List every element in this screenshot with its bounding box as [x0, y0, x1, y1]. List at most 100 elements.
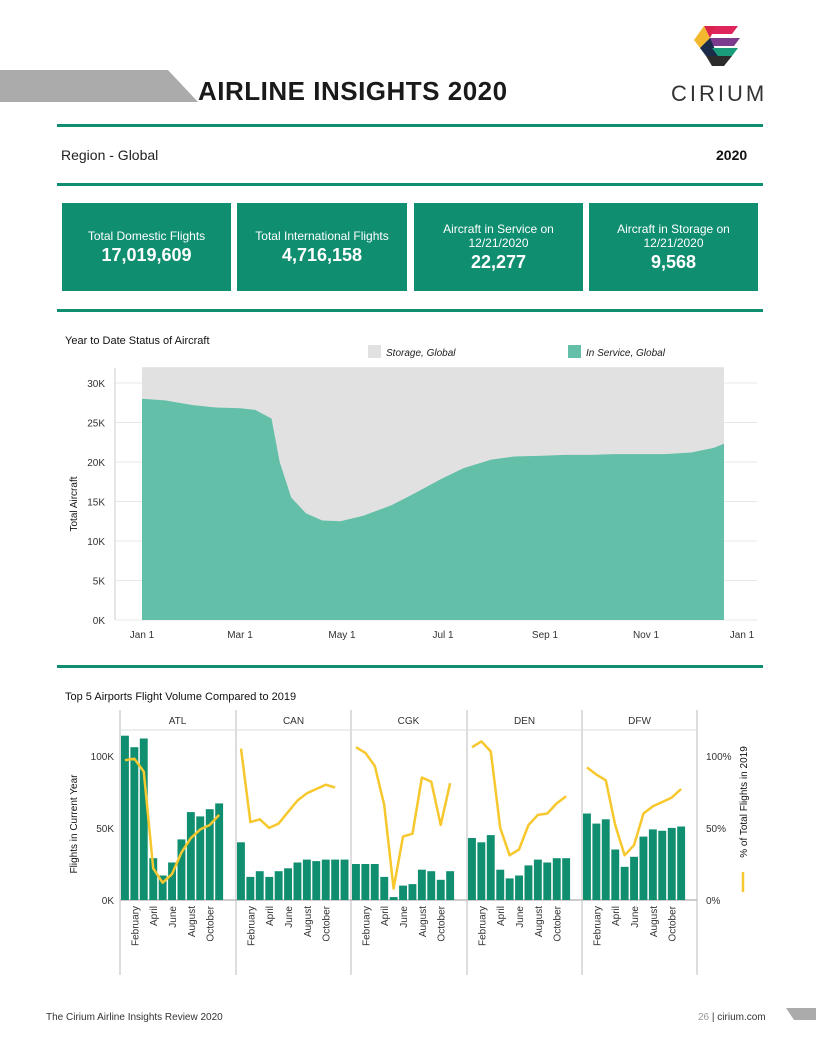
bar: [486, 835, 495, 900]
bar: [149, 858, 158, 900]
bar: [321, 859, 330, 900]
brand-name: CIRIUM: [671, 81, 768, 106]
y-tick-label: 10K: [87, 537, 105, 548]
bar: [352, 864, 360, 900]
pct-line: [239, 748, 336, 830]
bar: [446, 871, 455, 900]
pct-line: [471, 740, 567, 857]
x-tick-label: August: [187, 906, 198, 937]
bar: [331, 859, 340, 900]
y2-tick-label: 50%: [706, 824, 726, 835]
x-tick-label: April: [611, 906, 622, 926]
pct-line: [124, 757, 221, 884]
kpi-value: 22,277: [470, 251, 527, 272]
x-tick-label: February: [477, 906, 488, 946]
footer-title: The Cirium Airline Insights Review 2020: [46, 1012, 223, 1023]
x-tick-label: August: [534, 906, 545, 937]
bar: [515, 875, 523, 900]
bar: [312, 861, 321, 900]
bar: [168, 862, 176, 900]
y-axis-label: Flights in Current Year: [69, 774, 80, 874]
footer-separator: |: [711, 1012, 718, 1023]
bar: [196, 816, 205, 900]
airports-flight-volume-chart: Top 5 Airports Flight Volume Compared to…: [65, 691, 750, 975]
page-number: 26: [698, 1012, 710, 1023]
x-tick-label: October: [437, 905, 448, 941]
panel-header: DEN: [514, 716, 535, 727]
kpi-aircraft-in-storage: Aircraft in Storage on 12/21/2020 9,568: [589, 203, 758, 291]
bar: [284, 868, 292, 900]
x-tick-label: June: [168, 906, 179, 928]
bar: [592, 823, 601, 900]
bar: [562, 858, 571, 900]
bar: [543, 862, 552, 900]
x-tick-label: October: [206, 905, 217, 941]
bar: [370, 864, 379, 900]
y2-tick-label: 100%: [706, 752, 732, 763]
x-tick-label: October: [322, 905, 333, 941]
kpi-international-flights: Total International Flights 4,716,158: [237, 203, 407, 291]
footer-gray-tab: [786, 1008, 816, 1020]
panel-header: CAN: [283, 716, 304, 727]
bar: [340, 859, 349, 900]
kpi-value: 17,019,609: [101, 244, 192, 265]
bar: [667, 827, 676, 900]
y-tick-label: 100K: [91, 752, 115, 763]
panel-header: DFW: [628, 716, 651, 727]
bar: [496, 869, 505, 900]
bar: [677, 826, 686, 900]
legend-swatch-storage: [368, 345, 381, 358]
kpi-domestic-flights: Total Domestic Flights 17,019,609: [62, 203, 231, 291]
y2-axis-label: % of Total Flights in 2019: [739, 746, 750, 858]
bar: [552, 858, 561, 900]
x-tick-label: February: [246, 906, 257, 946]
bar: [177, 839, 186, 900]
bar: [620, 866, 629, 900]
kpi-label: Total Domestic Flights: [87, 228, 206, 243]
x-tick-label: August: [649, 906, 660, 937]
pct-line: [355, 746, 452, 890]
bar: [380, 876, 389, 900]
kpi-label: Total International Flights: [255, 228, 389, 243]
x-tick-label: August: [418, 906, 429, 937]
x-tick-label: February: [592, 906, 603, 946]
footer-site: cirium.com: [717, 1012, 766, 1023]
x-tick-label: June: [630, 906, 641, 928]
bar: [237, 842, 245, 900]
x-tick-label: June: [284, 906, 295, 928]
x-tick-label: April: [265, 906, 276, 926]
y-tick-label: 15K: [87, 498, 105, 509]
x-tick-label: May 1: [328, 630, 356, 641]
bar: [436, 879, 445, 900]
x-tick-label: June: [515, 906, 526, 928]
bar: [417, 869, 426, 900]
kpi-value: 9,568: [650, 251, 697, 272]
y-tick-label: 25K: [87, 419, 105, 430]
x-tick-label: Jan 1: [730, 630, 755, 641]
year-filter: 2020: [716, 147, 748, 163]
x-tick-label: Jan 1: [130, 630, 155, 641]
panel-header: ATL: [169, 716, 187, 727]
x-tick-label: April: [496, 906, 507, 926]
bar: [246, 876, 255, 900]
legend-label-in-service: In Service, Global: [586, 348, 666, 359]
bar: [639, 836, 648, 900]
y-tick-label: 20K: [87, 458, 105, 469]
y-tick-label: 50K: [96, 824, 114, 835]
x-tick-label: February: [130, 906, 141, 946]
cirium-logo-icon: [694, 26, 740, 66]
bar: [274, 871, 283, 900]
chart-title: Year to Date Status of Aircraft: [65, 335, 210, 347]
bar: [361, 864, 370, 900]
bar: [658, 830, 667, 900]
bar: [505, 878, 514, 900]
bar: [648, 829, 657, 900]
bar: [139, 738, 148, 900]
bar: [158, 875, 167, 900]
x-tick-label: June: [399, 906, 410, 928]
bar: [302, 859, 311, 900]
y2-tick-label: 0%: [706, 896, 721, 907]
x-tick-label: Nov 1: [633, 630, 660, 641]
bar: [186, 812, 195, 900]
bar: [601, 819, 610, 900]
